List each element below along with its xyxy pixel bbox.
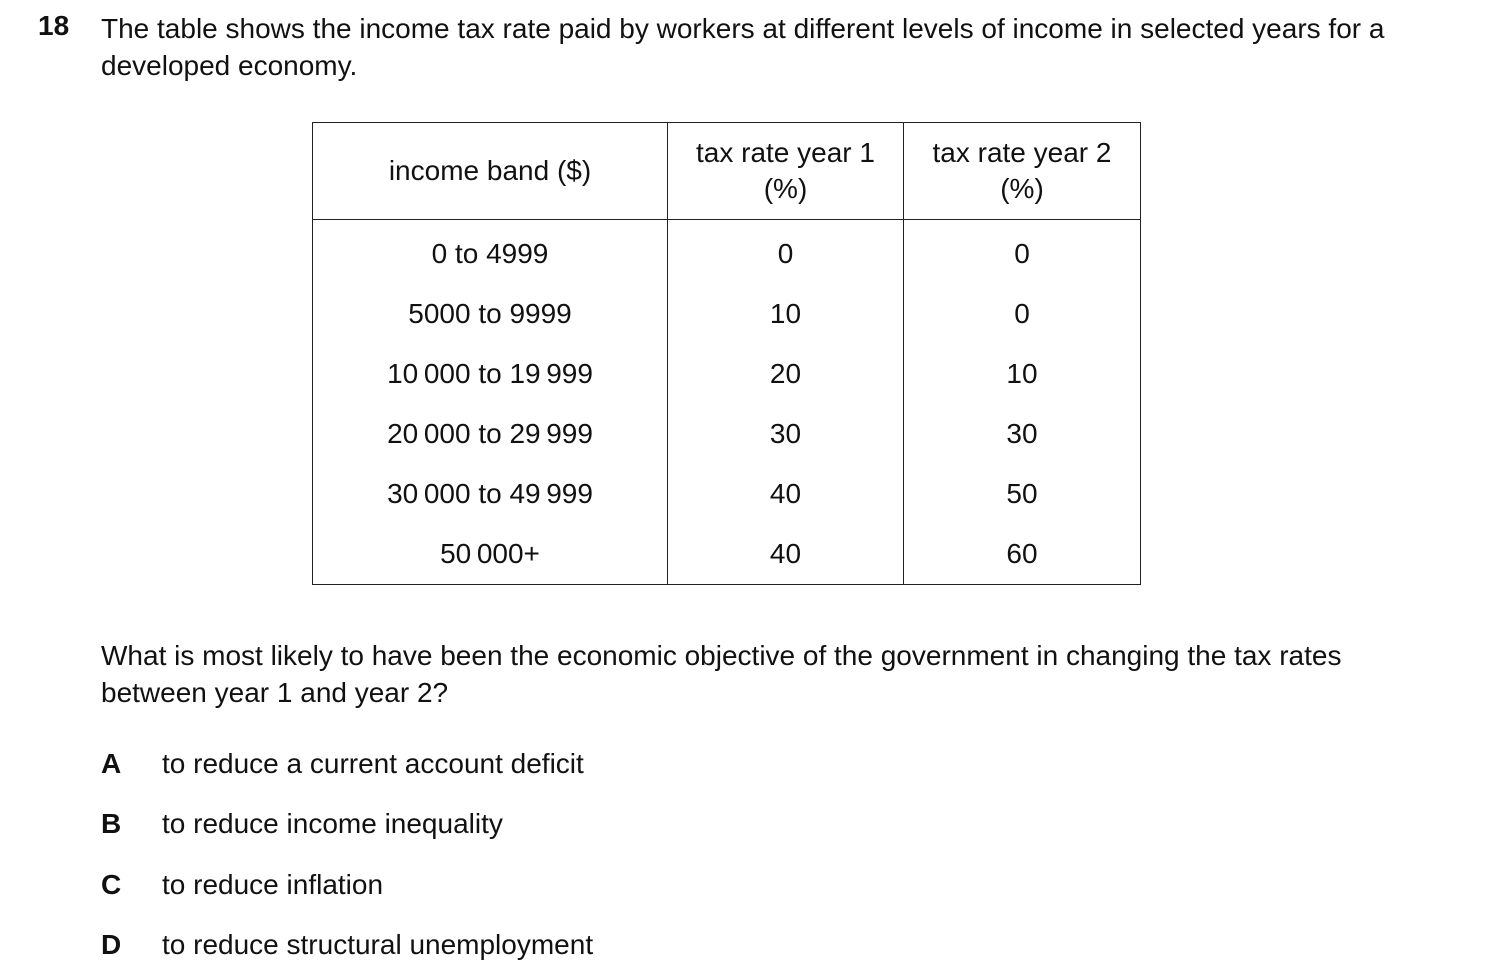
header-cell: tax rate year 2 (%): [903, 122, 1141, 220]
table-cell: 20 000 to 29 999: [312, 404, 668, 464]
table-row: 50 000+ 40 60: [312, 524, 1141, 585]
header-cell: tax rate year 1 (%): [667, 122, 904, 220]
table-body: 0 to 4999 0 0 5000 to 9999 10 0 10 000 to 19 9…: [312, 219, 1141, 585]
table-cell: 20: [667, 344, 904, 404]
table-cell: 10: [667, 284, 904, 344]
option-text: to reduce inflation: [162, 868, 384, 900]
table-cell: 40: [667, 464, 904, 524]
tax-table: income band ($) tax rate year 1 (%) tax rat…: [312, 122, 1141, 585]
header-row: income band ($) tax rate year 1 (%) tax rat…: [312, 122, 1141, 220]
table-row: 5000 to 9999 10 0: [312, 284, 1141, 344]
question-number: 18: [38, 10, 70, 41]
table-row: 0 to 4999 0 0: [312, 219, 1141, 284]
option-letter: A: [101, 748, 122, 779]
option-text: to reduce income inequality: [162, 808, 503, 840]
table-cell: 10 000 to 19 999: [312, 344, 668, 404]
header-cell: income band ($): [312, 122, 668, 220]
table-cell: 0: [903, 219, 1141, 284]
option-text: to reduce a current account deficit: [162, 748, 584, 779]
table-cell: 60: [903, 524, 1141, 585]
table-cell: 0: [903, 284, 1141, 344]
table-cell: 40: [667, 524, 904, 585]
header-line: (%): [1000, 173, 1044, 204]
header-line: tax rate year 2: [932, 137, 1112, 168]
table-cell: 10: [903, 344, 1141, 404]
table-row: 30 000 to 49 999 40 50: [312, 464, 1141, 524]
table-cell: 50: [903, 464, 1141, 524]
question-intro: The table shows the income tax rate paid…: [101, 13, 1385, 81]
table-row: 10 000 to 19 999 20 10: [312, 344, 1141, 404]
table-cell: 30: [667, 404, 904, 464]
option-letter: B: [101, 808, 122, 840]
question-prompt: What is most likely to have been the eco…: [101, 640, 1342, 708]
option-letter: D: [101, 928, 122, 960]
table-cell: 0: [667, 219, 904, 284]
option-letter: C: [101, 868, 122, 900]
table-row: 20 000 to 29 999 30 30: [312, 404, 1141, 464]
header-line: tax rate year 1: [696, 137, 875, 168]
table-cell: 0 to 4999: [312, 219, 668, 284]
table-cell: 5000 to 9999: [312, 284, 668, 344]
table-cell: 30 000 to 49 999: [312, 464, 668, 524]
table-cell: 50 000+: [312, 524, 668, 585]
table-cell: 30: [903, 404, 1141, 464]
header-line: (%): [763, 173, 808, 204]
option-text: to reduce structural unemployment: [162, 928, 594, 960]
header-line: income band ($): [388, 155, 592, 186]
